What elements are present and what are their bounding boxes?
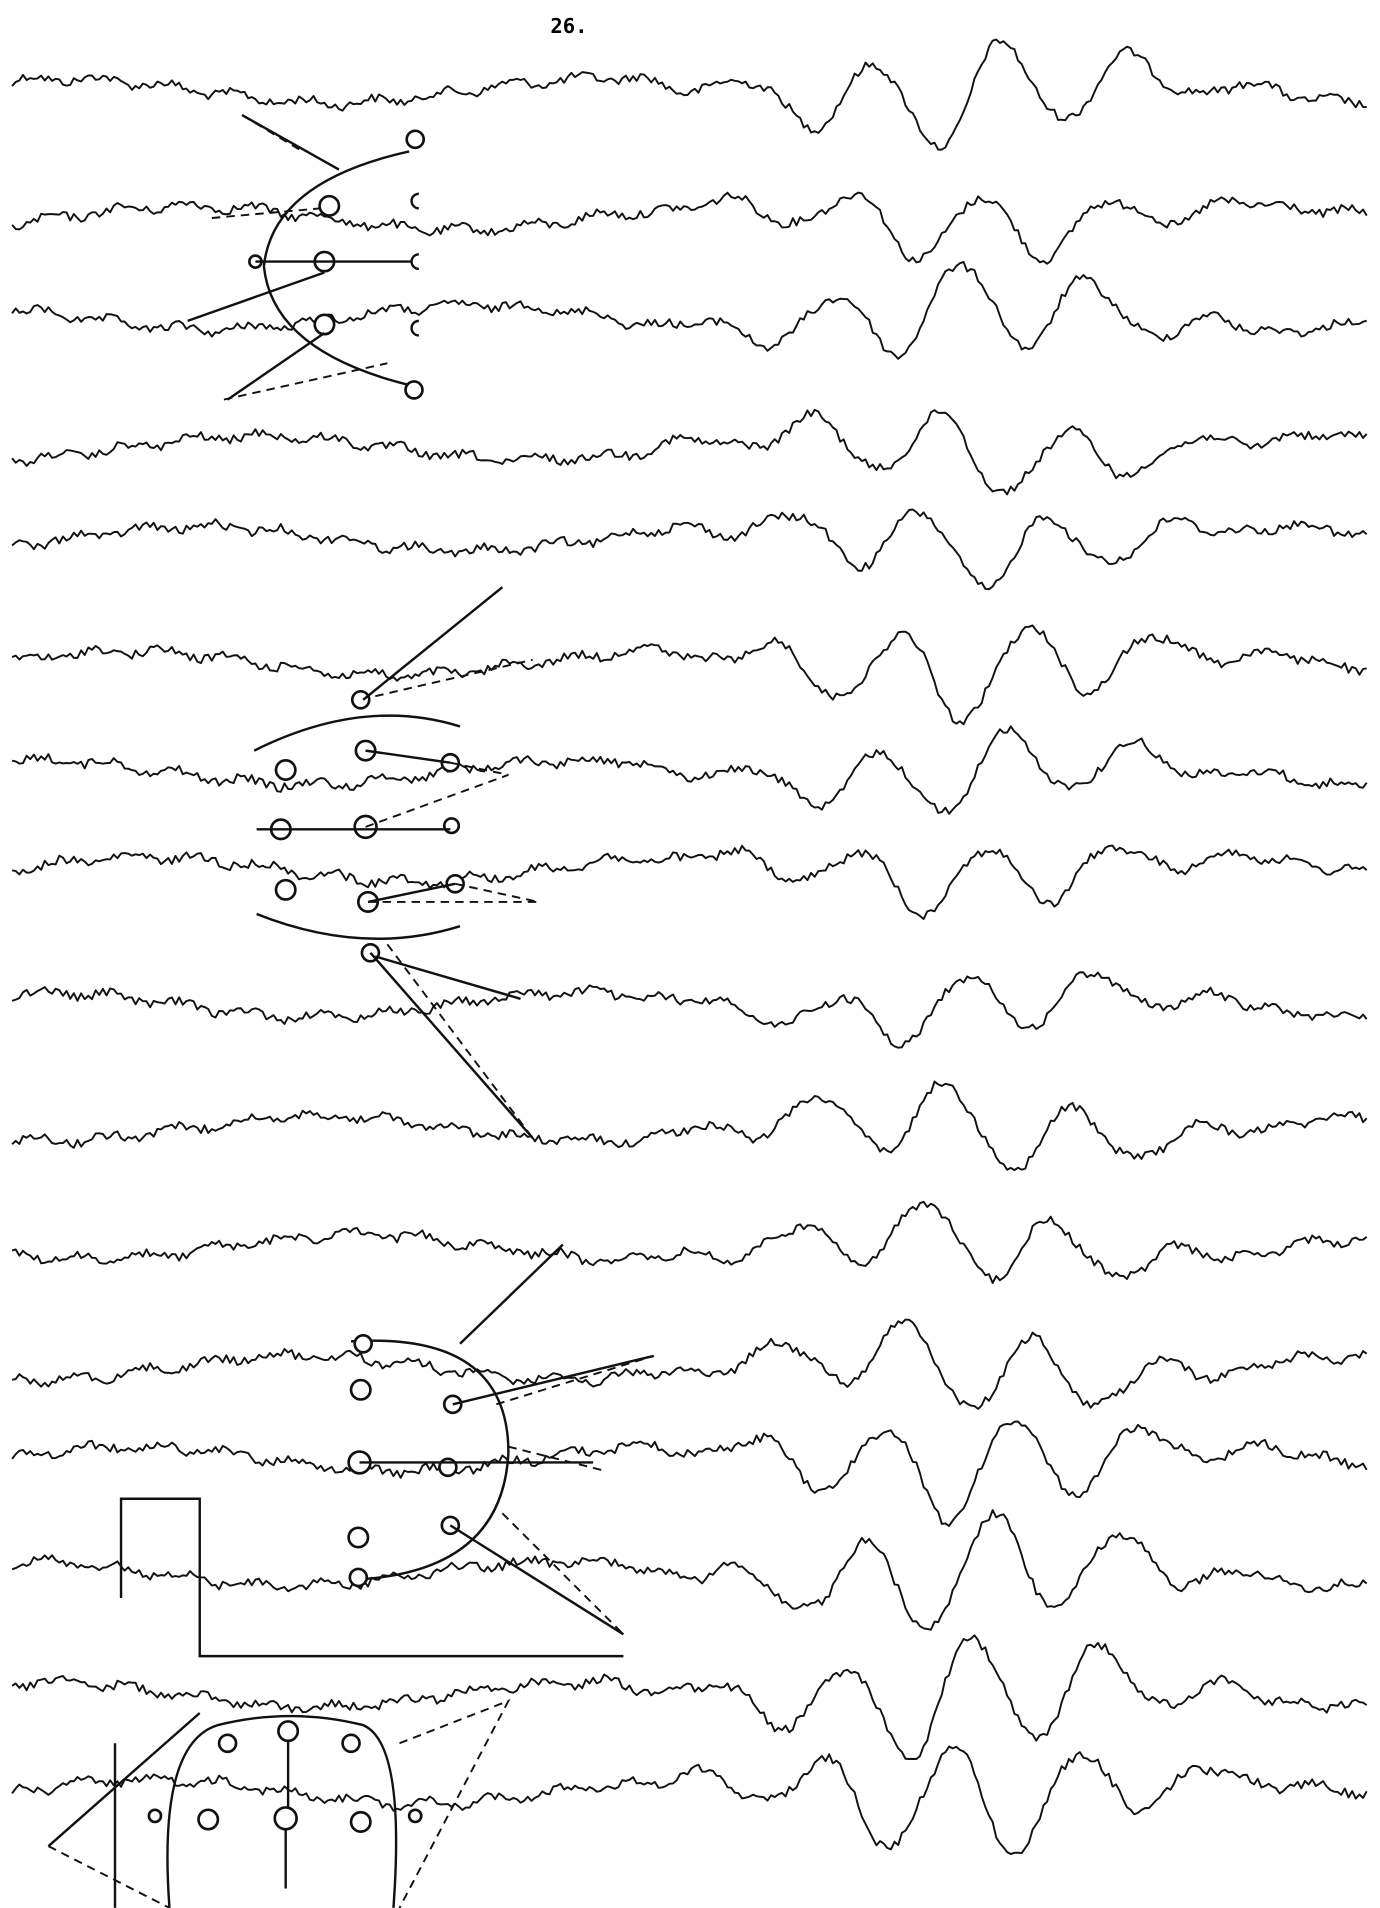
eeg-trace	[12, 40, 1367, 150]
eeg-trace	[12, 1510, 1367, 1630]
lead-lines	[188, 115, 412, 399]
eeg-trace	[12, 972, 1367, 1047]
electrode	[219, 1735, 236, 1752]
head-diagram-lower	[121, 1245, 654, 1657]
lead-lines	[360, 1245, 654, 1635]
electrode	[352, 691, 369, 708]
eeg-trace	[12, 193, 1367, 264]
electrode	[315, 315, 334, 334]
electrode	[278, 1721, 297, 1740]
electrode	[275, 1807, 297, 1829]
eeg-figure: 26.	[0, 0, 1380, 1908]
eeg-trace	[12, 410, 1367, 494]
lead-lines	[212, 115, 388, 399]
electrode	[350, 1569, 367, 1586]
electrode	[349, 1528, 368, 1547]
electrode	[406, 381, 423, 398]
lead-lines	[496, 1356, 653, 1634]
electrode	[199, 1810, 218, 1829]
page: 26.	[0, 0, 1380, 1908]
eeg-trace	[12, 509, 1367, 589]
electrode	[355, 816, 377, 838]
electrode	[409, 1810, 421, 1822]
electrode	[149, 1810, 161, 1822]
eeg-trace	[12, 1081, 1367, 1170]
head-outline	[264, 151, 409, 385]
electrode	[343, 1735, 360, 1752]
electrode	[407, 131, 424, 148]
eeg-trace	[12, 1320, 1367, 1409]
eeg-trace	[12, 1422, 1367, 1526]
head-diagram-middle	[254, 587, 538, 1138]
eeg-trace	[12, 1635, 1367, 1759]
electrode	[320, 196, 339, 215]
eeg-trace	[12, 1202, 1367, 1283]
page-number: 26.	[550, 14, 587, 38]
electrode	[276, 760, 295, 779]
eeg-trace	[12, 846, 1367, 919]
eeg-trace	[12, 726, 1367, 813]
electrode	[351, 1380, 370, 1399]
electrode	[355, 1335, 372, 1352]
electrode	[444, 818, 459, 833]
head-diagram-top	[188, 115, 424, 399]
electrode	[276, 880, 295, 899]
head-outline	[351, 1341, 508, 1580]
lead-lines	[366, 660, 539, 1138]
eeg-trace	[12, 625, 1367, 724]
electrode	[351, 1812, 370, 1831]
eeg-trace	[12, 1747, 1367, 1854]
